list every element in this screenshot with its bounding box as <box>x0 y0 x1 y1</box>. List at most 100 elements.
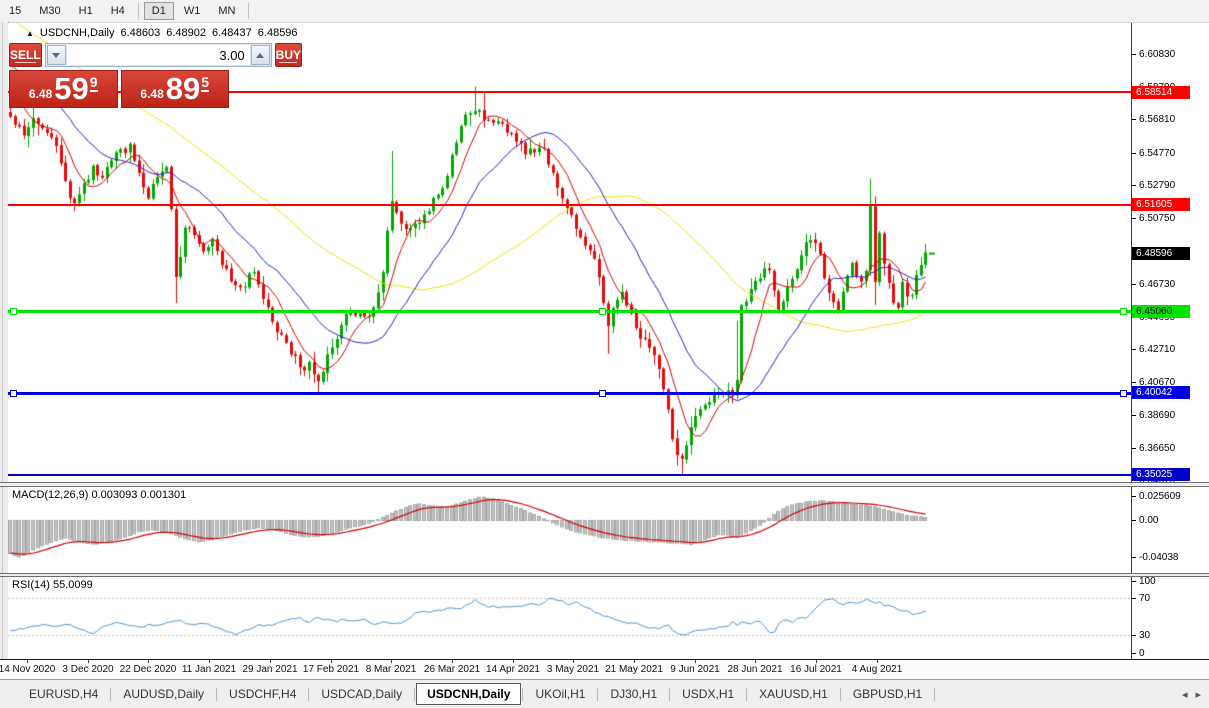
current-price-label: 6.48596 <box>1132 247 1190 261</box>
date-tickmark <box>634 660 635 663</box>
date-label-3-may-2021: 3 May 2021 <box>546 664 600 675</box>
chart-tab-xauusd-h1[interactable]: XAUUSD,H1 <box>759 687 828 701</box>
line-handle-6.40042-left[interactable] <box>10 390 17 397</box>
chart-tab-usdcnh-daily[interactable]: USDCNH,Daily <box>416 683 522 705</box>
tab-divider <box>597 687 599 701</box>
rsi-indicator-panel: RSI(14) 55.0099 <box>8 577 1131 659</box>
triangle-down-icon <box>52 52 61 58</box>
timeframe-button-h1[interactable]: H1 <box>78 5 93 17</box>
chart-tab-usdx-h1[interactable]: USDX,H1 <box>682 687 735 701</box>
tab-divider <box>839 687 841 701</box>
price-tick-6.40670: 6.40670 <box>1132 377 1175 389</box>
price-tick-6.46730: 6.46730 <box>1132 278 1175 290</box>
date-tickmark <box>816 660 817 663</box>
ohlc-high: 6.48902 <box>166 27 207 39</box>
level-price-label-6.45060: 6.45060 <box>1132 304 1190 318</box>
buy-price-prefix: 6.48 <box>140 87 164 101</box>
sell-price-big: 59 <box>54 71 89 106</box>
macd-canvas[interactable] <box>8 487 1131 573</box>
date-tickmark <box>573 660 574 663</box>
chart-tab-gbpusd-h1[interactable]: GBPUSD,H1 <box>852 687 923 701</box>
tabbar-top-border <box>0 679 1209 680</box>
date-label-4-aug-2021: 4 Aug 2021 <box>851 664 903 675</box>
tab-scroll-right-icon[interactable]: ▸ <box>1195 688 1201 701</box>
line-handle-6.45060-center[interactable] <box>599 308 606 315</box>
chart-tab-usdcad-daily[interactable]: USDCAD,Daily <box>321 687 403 701</box>
rsi-tick-30: 30 <box>1132 629 1150 641</box>
one-click-trading-panel: SELL BUY 6.48 59 9 6.48 89 5 <box>9 43 303 109</box>
price-axis[interactable]: 6.608306.587906.568106.547706.527906.507… <box>1131 23 1209 659</box>
sell-button[interactable]: SELL <box>9 43 42 67</box>
tab-divider <box>669 687 671 701</box>
price-tick-6.52790: 6.52790 <box>1132 179 1175 191</box>
date-axis[interactable]: 14 Nov 2020 3 Dec 2020 22 Dec 2020 11 Jan 2… <box>0 660 1209 679</box>
macd-indicator-panel: MACD(12,26,9) 0.003093 0.001301 <box>8 487 1131 573</box>
volume-decrease-button[interactable] <box>46 45 66 65</box>
date-label-16-jul-2021: 16 Jul 2021 <box>790 664 842 675</box>
line-handle-6.45060-right[interactable] <box>1120 308 1127 315</box>
date-tickmark <box>209 660 210 663</box>
date-label-9-jun-2021: 9 Jun 2021 <box>670 664 720 675</box>
volume-input[interactable] <box>66 45 250 65</box>
chart-tab-ukoil-h1[interactable]: UKOil,H1 <box>535 687 586 701</box>
date-label-22-dec-2020: 22 Dec 2020 <box>119 664 177 675</box>
buy-price-display[interactable]: 6.48 89 5 <box>120 70 229 108</box>
price-tick-6.38690: 6.38690 <box>1132 409 1175 421</box>
date-tickmark <box>148 660 149 663</box>
panel-splitter-rsi[interactable] <box>0 573 1209 577</box>
date-label-8-mar-2021: 8 Mar 2021 <box>365 664 417 675</box>
price-tick-6.36650: 6.36650 <box>1132 442 1175 454</box>
macd-tick-0.025609: 0.025609 <box>1132 490 1181 502</box>
rsi-tick-100: 100 <box>1132 575 1156 587</box>
volume-increase-button[interactable] <box>250 45 270 65</box>
horizontal-level-line-6.40042[interactable] <box>8 392 1131 395</box>
price-tick-6.42710: 6.42710 <box>1132 344 1175 356</box>
tab-divider <box>414 687 416 701</box>
chart-tab-audusd-daily[interactable]: AUDUSD,Daily <box>123 687 205 701</box>
tab-divider <box>216 687 218 701</box>
level-price-label-6.51605: 6.51605 <box>1132 198 1190 212</box>
macd-label: MACD(12,26,9) 0.003093 0.001301 <box>12 489 187 501</box>
horizontal-level-line-6.58514[interactable] <box>8 91 1131 93</box>
date-tickmark <box>88 660 89 663</box>
buy-price-sup: 5 <box>201 71 210 92</box>
tab-scroll-left-icon[interactable]: ◂ <box>1181 688 1188 701</box>
line-handle-6.40042-right[interactable] <box>1120 390 1127 397</box>
rsi-label: RSI(14) 55.0099 <box>12 579 93 591</box>
buy-button[interactable]: BUY <box>274 43 303 67</box>
date-label-21-may-2021: 21 May 2021 <box>605 664 663 675</box>
date-tickmark <box>877 660 878 663</box>
horizontal-level-line-6.45060[interactable] <box>8 310 1131 313</box>
horizontal-level-line-6.35025[interactable] <box>8 474 1131 476</box>
sell-price-display[interactable]: 6.48 59 9 <box>9 70 118 108</box>
timeframe-button-mn[interactable]: MN <box>218 5 236 17</box>
chart-tab-eurusd-h4[interactable]: EURUSD,H4 <box>29 687 99 701</box>
date-label-17-feb-2021: 17 Feb 2021 <box>302 664 360 675</box>
horizontal-level-line-6.51605[interactable] <box>8 204 1131 206</box>
symbol-header: ▲ USDCNH,Daily 6.48603 6.48902 6.48437 6… <box>26 27 304 39</box>
tab-divider <box>746 687 748 701</box>
timeframe-button-15[interactable]: 15 <box>9 5 22 17</box>
date-label-14-apr-2021: 14 Apr 2021 <box>486 664 540 675</box>
line-handle-6.45060-left[interactable] <box>10 308 17 315</box>
macd-tick-0.00: 0.00 <box>1132 514 1158 526</box>
timeframe-button-w1[interactable]: W1 <box>183 5 201 17</box>
date-tickmark <box>27 660 28 663</box>
toolbar-separator <box>248 3 250 19</box>
line-handle-6.40042-center[interactable] <box>599 390 606 397</box>
rsi-canvas[interactable] <box>8 577 1131 659</box>
macd-tick--0.04038: -0.04038 <box>1132 551 1178 563</box>
panel-splitter-macd[interactable] <box>0 482 1209 487</box>
date-tickmark <box>452 660 453 663</box>
date-tickmark <box>331 660 332 663</box>
sell-price-sup: 9 <box>89 71 98 92</box>
chart-bottom-border <box>0 659 1209 660</box>
date-tickmark <box>695 660 696 663</box>
chart-tab-usdchf-h4[interactable]: USDCHF,H4 <box>229 687 297 701</box>
timeframe-button-d1[interactable]: D1 <box>143 2 174 20</box>
date-label-3-dec-2020: 3 Dec 2020 <box>62 664 114 675</box>
timeframe-button-h4[interactable]: H4 <box>110 5 125 17</box>
chart-tab-dj30-h1[interactable]: DJ30,H1 <box>610 687 658 701</box>
timeframe-button-m30[interactable]: M30 <box>39 5 61 17</box>
